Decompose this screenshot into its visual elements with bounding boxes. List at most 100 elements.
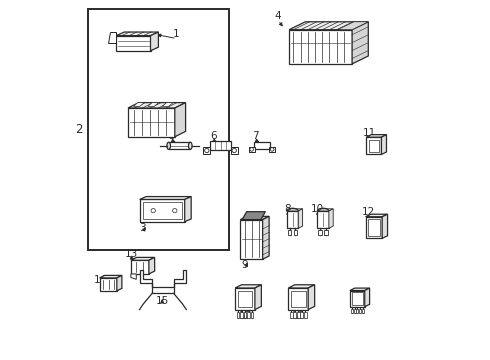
Polygon shape xyxy=(149,257,155,274)
Polygon shape xyxy=(366,214,388,217)
Bar xyxy=(254,142,270,149)
Polygon shape xyxy=(140,197,191,199)
Polygon shape xyxy=(242,212,266,220)
Circle shape xyxy=(232,148,236,153)
Text: 2: 2 xyxy=(75,123,82,136)
Circle shape xyxy=(270,148,274,151)
Polygon shape xyxy=(240,216,269,220)
Polygon shape xyxy=(133,103,144,107)
Text: 11: 11 xyxy=(363,128,376,138)
Polygon shape xyxy=(367,135,387,137)
Polygon shape xyxy=(128,108,175,137)
Circle shape xyxy=(250,148,253,151)
Bar xyxy=(237,312,240,318)
Polygon shape xyxy=(318,211,329,228)
Polygon shape xyxy=(289,22,368,30)
Bar xyxy=(294,312,296,318)
Bar xyxy=(294,230,297,235)
Bar xyxy=(304,312,307,318)
Polygon shape xyxy=(162,103,173,107)
Polygon shape xyxy=(131,257,155,260)
Text: 17: 17 xyxy=(238,311,252,321)
Text: 7: 7 xyxy=(252,131,259,141)
Bar xyxy=(318,230,322,235)
Polygon shape xyxy=(240,220,263,259)
Bar xyxy=(356,309,358,312)
Bar xyxy=(368,219,380,236)
Polygon shape xyxy=(99,278,117,291)
Bar xyxy=(238,291,252,307)
Polygon shape xyxy=(287,209,303,211)
Polygon shape xyxy=(350,288,369,291)
Bar xyxy=(288,230,292,235)
Polygon shape xyxy=(298,209,303,228)
Polygon shape xyxy=(117,275,122,291)
Bar xyxy=(270,147,275,152)
Text: 6: 6 xyxy=(210,131,217,141)
Text: 14: 14 xyxy=(94,275,107,285)
Bar xyxy=(290,312,293,318)
Polygon shape xyxy=(131,274,136,279)
Polygon shape xyxy=(329,209,333,228)
Text: 15: 15 xyxy=(156,296,169,306)
Bar xyxy=(240,312,243,318)
Polygon shape xyxy=(289,288,308,310)
Text: 18: 18 xyxy=(292,311,305,321)
Polygon shape xyxy=(108,32,116,43)
Text: 8: 8 xyxy=(284,204,291,214)
Text: 5: 5 xyxy=(169,131,175,141)
Text: 13: 13 xyxy=(125,249,138,259)
Polygon shape xyxy=(381,135,387,154)
Bar xyxy=(291,291,306,307)
Polygon shape xyxy=(352,22,368,64)
Bar xyxy=(244,312,246,318)
Text: 9: 9 xyxy=(242,260,248,270)
Polygon shape xyxy=(382,214,388,238)
Bar xyxy=(300,312,303,318)
Polygon shape xyxy=(367,137,381,154)
Polygon shape xyxy=(318,209,333,211)
Polygon shape xyxy=(148,103,159,107)
Polygon shape xyxy=(365,288,369,307)
Polygon shape xyxy=(175,103,186,137)
Polygon shape xyxy=(116,32,158,36)
Bar xyxy=(354,309,356,312)
Bar xyxy=(249,147,254,152)
Polygon shape xyxy=(128,103,186,108)
Ellipse shape xyxy=(167,142,171,149)
Polygon shape xyxy=(263,216,269,259)
Polygon shape xyxy=(308,285,315,310)
Bar xyxy=(362,309,364,312)
Circle shape xyxy=(205,148,209,153)
Polygon shape xyxy=(366,217,382,238)
Polygon shape xyxy=(140,199,185,222)
Bar xyxy=(247,312,250,318)
Ellipse shape xyxy=(189,142,192,149)
Polygon shape xyxy=(235,288,255,310)
Text: 12: 12 xyxy=(362,207,375,217)
Polygon shape xyxy=(140,270,186,293)
Bar xyxy=(231,147,238,154)
Bar xyxy=(210,141,231,150)
Polygon shape xyxy=(287,211,298,228)
Bar xyxy=(369,140,379,152)
Text: 10: 10 xyxy=(311,204,323,214)
Polygon shape xyxy=(150,32,158,51)
Polygon shape xyxy=(185,197,191,222)
Polygon shape xyxy=(289,30,352,64)
Text: 4: 4 xyxy=(275,11,281,21)
Bar xyxy=(169,142,190,149)
Polygon shape xyxy=(143,202,182,219)
Circle shape xyxy=(172,208,177,213)
Bar xyxy=(351,309,353,312)
Bar xyxy=(297,312,300,318)
Bar xyxy=(359,309,361,312)
Bar xyxy=(88,9,229,250)
Polygon shape xyxy=(289,285,315,288)
Text: 1: 1 xyxy=(173,29,180,39)
Polygon shape xyxy=(235,285,261,288)
Polygon shape xyxy=(99,275,122,278)
Bar xyxy=(203,147,210,154)
Bar xyxy=(324,230,328,235)
Polygon shape xyxy=(350,291,365,307)
